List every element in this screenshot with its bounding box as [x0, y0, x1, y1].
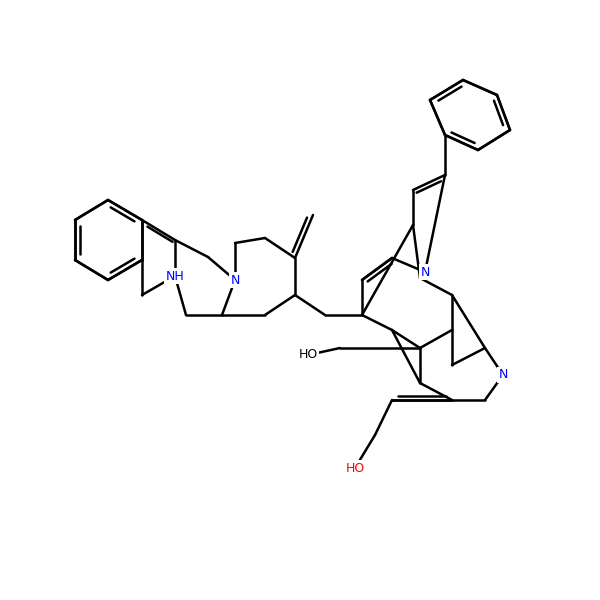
Text: HO: HO — [298, 349, 317, 361]
Text: NH: NH — [166, 269, 184, 283]
Text: N: N — [421, 265, 430, 278]
Text: HO: HO — [346, 461, 365, 475]
Text: N: N — [230, 274, 239, 286]
Text: N: N — [499, 368, 508, 382]
